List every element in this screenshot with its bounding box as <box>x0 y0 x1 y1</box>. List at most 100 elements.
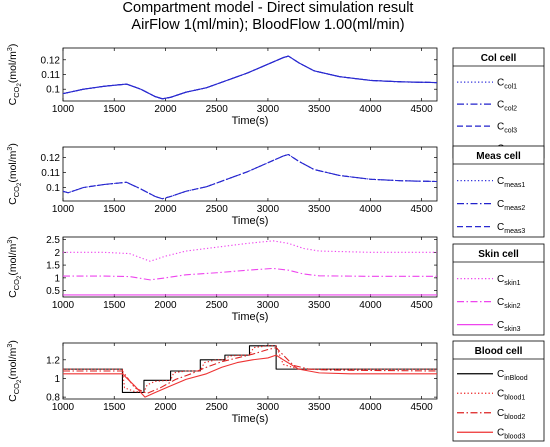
legend-box <box>452 340 545 442</box>
y-axis-label: CCO2(mol/m3) <box>7 44 23 106</box>
legend-skin: Skin cell Cskin1 Cskin2 Cskin3 <box>452 243 545 336</box>
x-tick-label: 1500 <box>103 402 126 413</box>
x-axis-label: Time(s) <box>232 215 269 227</box>
y-axis-label: CCO2(mol/m3) <box>7 143 23 205</box>
series-group-meas <box>63 153 437 200</box>
x-tick-label: 1500 <box>103 204 126 215</box>
chart-panel-meas: 1000 1500 2000 2500 3000 3500 4000 4500 0.1 0.11 0… <box>7 143 545 238</box>
y-tick-label: 2 <box>54 248 60 259</box>
legend-col: Col cellCcol1Ccol2Ccol3CoutCol <box>452 47 545 159</box>
x-axis-label: Time(s) <box>232 413 269 425</box>
figure-title-block: Compartment model - Direct simulation re… <box>88 0 448 33</box>
x-tick-label: 3000 <box>257 300 280 311</box>
legend-label-skin1: Cskin1 <box>497 274 521 287</box>
legend-label-blood2: Cblood2 <box>497 408 525 421</box>
legend-label-blood3: Cblood3 <box>497 428 525 441</box>
series-line-inBlood <box>63 345 437 394</box>
plot-area-col <box>62 47 438 102</box>
x-tick-label: 4500 <box>411 204 434 215</box>
x-tick-label: 1000 <box>52 104 75 115</box>
x-tick-label: 4000 <box>359 402 382 413</box>
x-tick-label: 2500 <box>206 300 229 311</box>
series-line-blood2 <box>63 347 437 394</box>
legend-meas: Meas cell Cmeas1 Cmeas2 Cmeas3 <box>452 145 545 238</box>
x-tick-label: 1000 <box>52 300 75 311</box>
chart-panel-blood: 1000 1500 2000 2500 3000 3500 4000 4500 0.8 1 1.2 T… <box>7 340 545 442</box>
x-tick-label: 2500 <box>206 204 229 215</box>
y-tick-label: 1.2 <box>46 355 60 366</box>
chart-title: Compartment model - Direct simulation re… <box>122 0 414 16</box>
x-tick-label: 2000 <box>154 204 177 215</box>
x-tick-label: 3500 <box>308 300 331 311</box>
x-tick-label: 4000 <box>359 300 382 311</box>
x-tick-label: 4000 <box>359 204 382 215</box>
legend-label-col1: Ccol1 <box>497 78 517 91</box>
legend-label-col3: Ccol3 <box>497 122 517 135</box>
legend-label-inBlood: CinBlood <box>497 369 528 382</box>
legend-box <box>452 243 545 336</box>
x-tick-label: 4500 <box>411 402 434 413</box>
legend-title: Skin cell <box>478 249 519 260</box>
y-tick-label: 1 <box>54 273 60 284</box>
y-tick-label: 2.5 <box>46 235 60 246</box>
legend-title: Meas cell <box>476 151 521 162</box>
legend-blood: Blood cell CinBlood Cblood1 Cblood2 Cblood3 <box>452 340 545 442</box>
series-line-blood3 <box>63 354 437 398</box>
x-tick-label: 3500 <box>308 402 331 413</box>
y-tick-label: 0.5 <box>46 286 60 297</box>
y-tick-label: 0.12 <box>41 55 61 66</box>
legend-label-meas2: Cmeas2 <box>497 199 525 212</box>
legend-title: Blood cell <box>475 346 523 357</box>
y-tick-label: 0.1 <box>46 85 60 96</box>
x-tick-label: 4500 <box>411 300 434 311</box>
y-tick-label: 0.11 <box>41 168 60 179</box>
y-axis-label: CCO2(mol/m3) <box>7 236 23 298</box>
x-tick-label: 1000 <box>52 402 75 413</box>
plot-area-meas <box>62 146 438 202</box>
legend-label-blood1: Cblood1 <box>497 389 525 402</box>
y-tick-label: 0.11 <box>41 70 60 81</box>
x-tick-label: 4500 <box>411 104 434 115</box>
series-line-skin1 <box>63 240 437 262</box>
legend-box <box>452 145 545 238</box>
y-axis-label: CCO2(mol/m3) <box>7 340 23 402</box>
x-tick-label: 1500 <box>103 104 126 115</box>
x-tick-label: 2500 <box>206 402 229 413</box>
series-group-blood <box>63 345 437 398</box>
x-tick-label: 3000 <box>257 204 280 215</box>
x-tick-label: 1500 <box>103 300 126 311</box>
series-line-outCol <box>63 55 437 100</box>
chart-panel-col: 1000 1500 2000 2500 3000 3500 4000 4500 0.1 0.11 0… <box>7 44 545 159</box>
y-tick-label: 0.8 <box>46 393 60 404</box>
x-tick-label: 3000 <box>257 402 280 413</box>
x-tick-label: 2000 <box>154 300 177 311</box>
legend-label-meas3: Cmeas3 <box>497 222 525 235</box>
x-axis-label: Time(s) <box>232 115 269 127</box>
legend-label-col2: Ccol2 <box>497 100 517 113</box>
x-tick-label: 4000 <box>359 104 382 115</box>
y-tick-label: 0.12 <box>41 153 61 164</box>
y-tick-label: 1 <box>54 374 60 385</box>
x-tick-label: 2000 <box>154 402 177 413</box>
y-tick-label: 0.1 <box>46 183 60 194</box>
x-tick-label: 2000 <box>154 104 177 115</box>
series-group-col <box>63 55 437 100</box>
x-tick-label: 3000 <box>257 104 280 115</box>
plot-area-skin <box>62 236 438 298</box>
legend-label-skin3: Cskin3 <box>497 320 521 333</box>
series-line-skin2 <box>63 267 437 281</box>
chart-panel-skin: 1000 1500 2000 2500 3000 3500 4000 4500 0.5 11.5 2… <box>7 235 545 336</box>
legend-label-meas1: Cmeas1 <box>497 176 525 189</box>
x-tick-label: 1000 <box>52 204 75 215</box>
y-tick-label: 1.5 <box>46 261 60 272</box>
series-group-skin <box>63 240 437 296</box>
x-tick-label: 3500 <box>308 204 331 215</box>
chart-subtitle: AirFlow 1(ml/min); BloodFlow 1.00(ml/min… <box>131 16 405 33</box>
x-axis-label: Time(s) <box>232 311 269 323</box>
x-tick-label: 3500 <box>308 104 331 115</box>
x-tick-label: 2500 <box>206 104 229 115</box>
series-line-meas3 <box>63 153 437 200</box>
legend-title: Col cell <box>481 53 517 64</box>
legend-label-skin2: Cskin2 <box>497 297 521 310</box>
